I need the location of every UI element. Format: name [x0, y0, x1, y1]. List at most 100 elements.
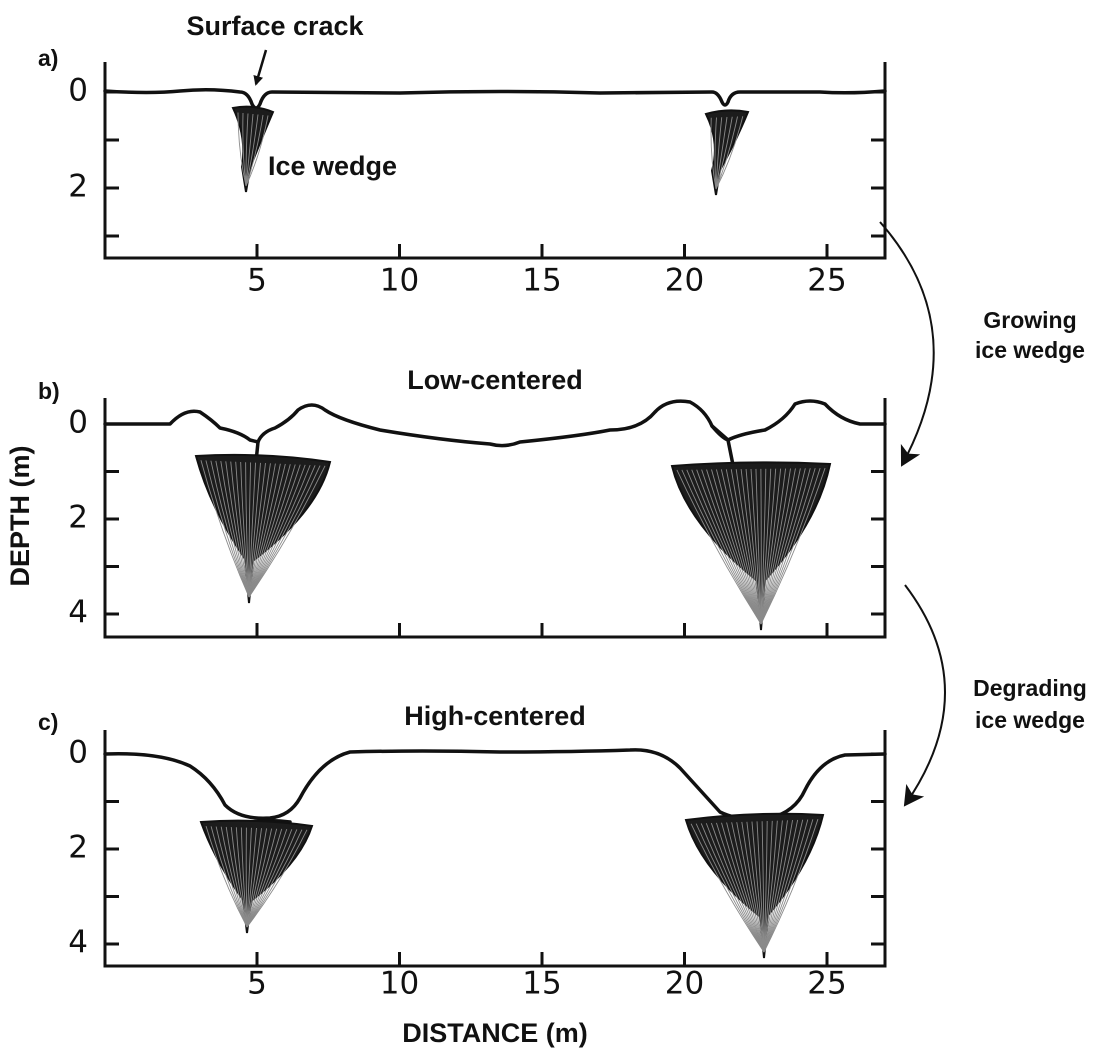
- wedge-hatch: [245, 113, 254, 187]
- wedge-hatch: [245, 114, 259, 187]
- wedge-hatch: [248, 464, 296, 598]
- wedge-hatch: [691, 469, 762, 625]
- wedge-hatch: [696, 469, 762, 625]
- wedge-hatch: [763, 819, 809, 953]
- wedge-hatch: [248, 462, 261, 598]
- wedge-hatch: [200, 460, 250, 598]
- wedge-hatch: [760, 468, 791, 625]
- x-tick-label: 20: [665, 966, 704, 1002]
- wedge-hatch: [763, 820, 778, 953]
- wedge-hatch: [246, 828, 278, 928]
- wedge-hatch: [761, 821, 765, 953]
- panel: a)025 10 15 20 25: [38, 45, 887, 299]
- wedge-hatch: [763, 820, 788, 953]
- wedge-hatch: [716, 469, 762, 625]
- wedge-hatch: [763, 821, 768, 953]
- wedge-hatch: [760, 468, 811, 625]
- wedge-hatch: [215, 826, 248, 928]
- wedge-hatch: [248, 463, 271, 598]
- y-tick-label: 4: [68, 925, 88, 961]
- wedge-hatch: [715, 116, 733, 190]
- wedge-hatch: [700, 823, 765, 953]
- wedge-hatch: [690, 823, 765, 953]
- wedge-hatch: [248, 462, 252, 598]
- x-tick-label: 5: [247, 966, 267, 1002]
- wedge-hatch: [240, 461, 250, 598]
- wedge-hatch: [246, 828, 288, 928]
- transition-label: Degrading: [973, 675, 1087, 701]
- wedge-hatch: [735, 469, 762, 625]
- wedge-hatch: [230, 461, 250, 598]
- crack: [710, 424, 736, 472]
- wedge-hatch: [751, 821, 765, 953]
- transition-label: Growing: [983, 307, 1076, 333]
- x-tick-label: 25: [807, 263, 846, 299]
- transition-arrow: [879, 221, 935, 467]
- wedge-hatch: [248, 464, 301, 598]
- wedge-hatch: [746, 821, 765, 953]
- wedge-hatch: [240, 827, 248, 928]
- wedge-hatch: [248, 465, 316, 598]
- wedge-hatch: [760, 468, 816, 625]
- wedge-hatch: [760, 468, 796, 625]
- wedge-hatch: [725, 469, 762, 625]
- wedge-hatch: [763, 820, 773, 953]
- wedge-hatch: [760, 468, 787, 625]
- ice-wedge: [704, 109, 750, 196]
- ground-surface: [103, 748, 887, 821]
- wedge-hatch: [763, 819, 819, 953]
- wedge-hatch: [715, 117, 723, 190]
- wedge-hatch: [246, 829, 308, 928]
- wedge-hatch: [248, 463, 286, 598]
- wedge-hatch: [245, 113, 249, 187]
- panel-label: c): [38, 709, 58, 735]
- transition-label: ice wedge: [975, 337, 1085, 363]
- x-axis-label: DISTANCE (m): [402, 1018, 588, 1048]
- wedge-hatch: [245, 827, 248, 928]
- wedge-hatch: [730, 469, 762, 625]
- y-tick-label: 2: [68, 830, 88, 866]
- wedge-hatch: [681, 469, 762, 625]
- wedge-hatch: [248, 464, 311, 598]
- wedge-hatch: [741, 821, 765, 953]
- wedge-hatch: [248, 465, 326, 598]
- x-tick-label: 20: [665, 263, 704, 299]
- annotation: Ice wedge: [268, 151, 397, 181]
- wedge-hatch: [763, 820, 783, 953]
- y-tick-label: 2: [68, 169, 88, 205]
- wedge-hatch: [248, 464, 306, 598]
- wedge-hatch: [246, 829, 293, 928]
- y-tick-label: 4: [68, 595, 88, 631]
- wedge-hatch: [701, 469, 762, 625]
- y-tick-label: 0: [68, 73, 88, 109]
- y-axis-label: DEPTH (m): [5, 446, 35, 587]
- wedge-hatch: [225, 826, 248, 928]
- wedge-hatch: [756, 821, 765, 953]
- wedge-hatch: [246, 828, 262, 928]
- wedge-hatch: [763, 820, 793, 953]
- wedge-hatch: [760, 468, 801, 625]
- wedge-hatch: [705, 823, 765, 953]
- wedge-hatch: [246, 829, 298, 928]
- y-tick-label: 0: [68, 735, 88, 771]
- wedge-hatch: [242, 112, 247, 187]
- wedge-hatch: [686, 469, 762, 625]
- x-tick-label: 5: [247, 263, 267, 299]
- ice-wedge: [684, 812, 825, 959]
- wedge-hatch: [745, 469, 762, 625]
- wedge-hatch: [205, 460, 250, 598]
- wedge-hatch: [248, 465, 321, 598]
- axis-frame: [103, 62, 887, 260]
- wedge-hatch: [760, 468, 782, 625]
- wedge-hatch: [246, 827, 257, 928]
- pointer: [253, 49, 268, 86]
- wedge-hatch: [760, 467, 821, 625]
- wedge-hatch: [215, 460, 250, 598]
- wedge-hatch: [755, 468, 762, 625]
- wedge-hatch: [715, 116, 738, 190]
- y-tick-label: 2: [68, 500, 88, 536]
- panel-title: High-centered: [404, 701, 586, 731]
- wedge-hatch: [760, 468, 772, 625]
